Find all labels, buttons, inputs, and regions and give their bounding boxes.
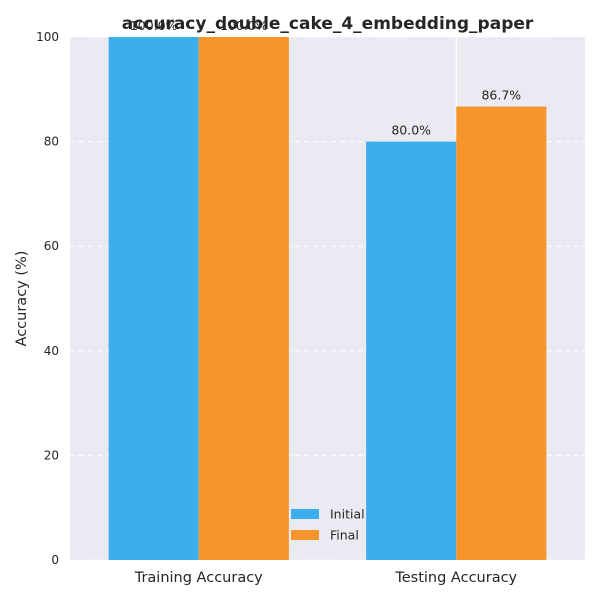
y-tick-label-40: 40 [44, 344, 59, 358]
y-axis-ticks: 0 20 40 60 80 100 [36, 30, 59, 567]
y-tick-label-0: 0 [51, 553, 59, 567]
legend-label-final: Final [330, 528, 359, 543]
bar-initial-0 [108, 37, 199, 560]
legend: Initial Final [291, 507, 365, 543]
data-label-final-1: 86.7% [481, 88, 521, 103]
y-tick-label-60: 60 [44, 239, 59, 253]
data-labels: 100.0% 80.0% 100.0% 86.7% [130, 18, 521, 138]
y-tick-label-20: 20 [44, 448, 59, 462]
y-tick-label-100: 100 [36, 30, 59, 44]
y-axis-label: Accuracy (%) [14, 251, 30, 347]
legend-label-initial: Initial [330, 507, 365, 522]
x-tick-label-1: Testing Accuracy [394, 570, 517, 586]
data-label-final-0: 100.0% [220, 18, 268, 33]
bar-final-0 [198, 37, 289, 560]
bar-final-1 [456, 106, 547, 561]
x-axis-ticks: Training Accuracy Testing Accuracy [134, 570, 518, 586]
chart-title: accuracy_double_cake_4_embedding_paper [122, 14, 534, 34]
x-tick-label-0: Training Accuracy [134, 570, 263, 586]
data-label-initial-0: 100.0% [130, 18, 178, 33]
y-tick-label-80: 80 [44, 135, 59, 149]
bars [108, 37, 547, 561]
legend-swatch-initial [291, 509, 319, 519]
data-label-initial-1: 80.0% [391, 123, 431, 138]
bar-initial-1 [366, 141, 457, 560]
legend-swatch-final [291, 530, 319, 540]
